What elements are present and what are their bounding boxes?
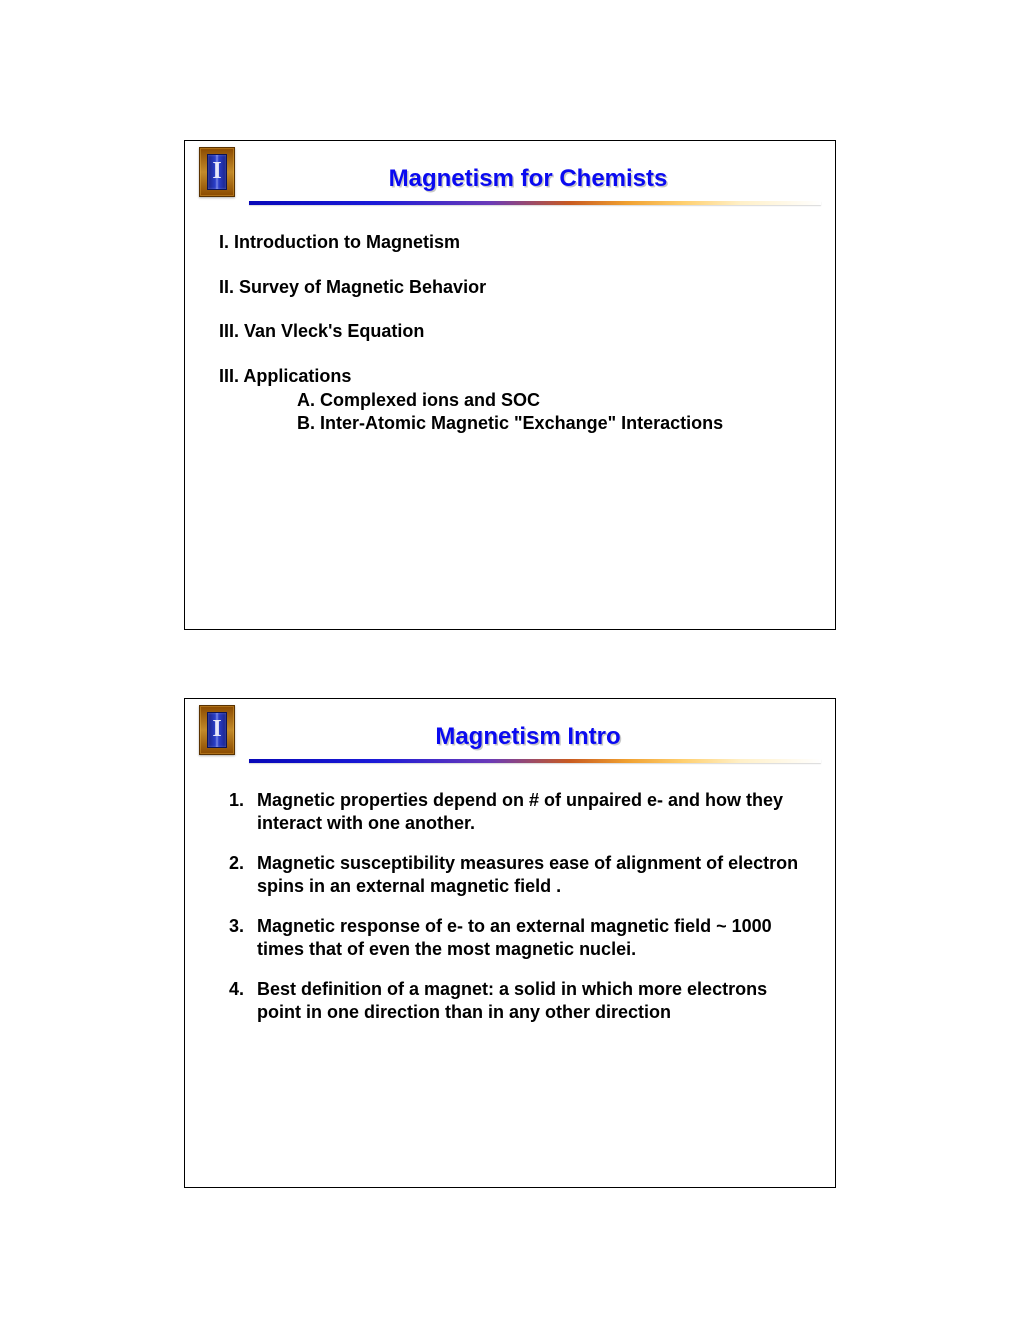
logo-column-icon: I	[207, 154, 227, 190]
outline-item: III. Applications	[219, 365, 807, 388]
item-text: Magnetic response of e- to an external m…	[257, 915, 807, 960]
numbered-list: 1. Magnetic properties depend on # of un…	[219, 789, 807, 1023]
item-number: 4.	[229, 978, 257, 1023]
title-wrap: Magnetism Intro	[235, 723, 821, 755]
list-item: 3. Magnetic response of e- to an externa…	[219, 915, 807, 960]
item-text: Magnetic properties depend on # of unpai…	[257, 789, 807, 834]
item-text: Magnetic susceptibility measures ease of…	[257, 852, 807, 897]
outline-subitem: A. Complexed ions and SOC	[297, 389, 807, 412]
outline-item: III. Van Vleck's Equation	[219, 320, 807, 343]
item-text: Best definition of a magnet: a solid in …	[257, 978, 807, 1023]
title-wrap: Magnetism for Chemists	[235, 165, 821, 197]
item-number: 3.	[229, 915, 257, 960]
list-item: 2. Magnetic susceptibility measures ease…	[219, 852, 807, 897]
slide-header: I Magnetism Intro	[185, 699, 835, 755]
slide-1: I Magnetism for Chemists I. Introduction…	[184, 140, 836, 630]
item-number: 2.	[229, 852, 257, 897]
outline-item: II. Survey of Magnetic Behavior	[219, 276, 807, 299]
outline-subitem: B. Inter-Atomic Magnetic "Exchange" Inte…	[297, 412, 807, 435]
slide-title: Magnetism Intro	[435, 723, 620, 750]
logo-column-icon: I	[207, 712, 227, 748]
outline-item: I. Introduction to Magnetism	[219, 231, 807, 254]
slide-header: I Magnetism for Chemists	[185, 141, 835, 197]
slide-title: Magnetism for Chemists	[389, 165, 668, 192]
illinois-logo-icon: I	[199, 147, 235, 197]
logo-letter: I	[212, 717, 221, 741]
slide-2: I Magnetism Intro 1. Magnetic properties…	[184, 698, 836, 1188]
list-item: 4. Best definition of a magnet: a solid …	[219, 978, 807, 1023]
slide-body: I. Introduction to Magnetism II. Survey …	[185, 205, 835, 444]
item-number: 1.	[229, 789, 257, 834]
list-item: 1. Magnetic properties depend on # of un…	[219, 789, 807, 834]
logo-letter: I	[212, 159, 221, 183]
slide-body: 1. Magnetic properties depend on # of un…	[185, 763, 835, 1051]
illinois-logo-icon: I	[199, 705, 235, 755]
